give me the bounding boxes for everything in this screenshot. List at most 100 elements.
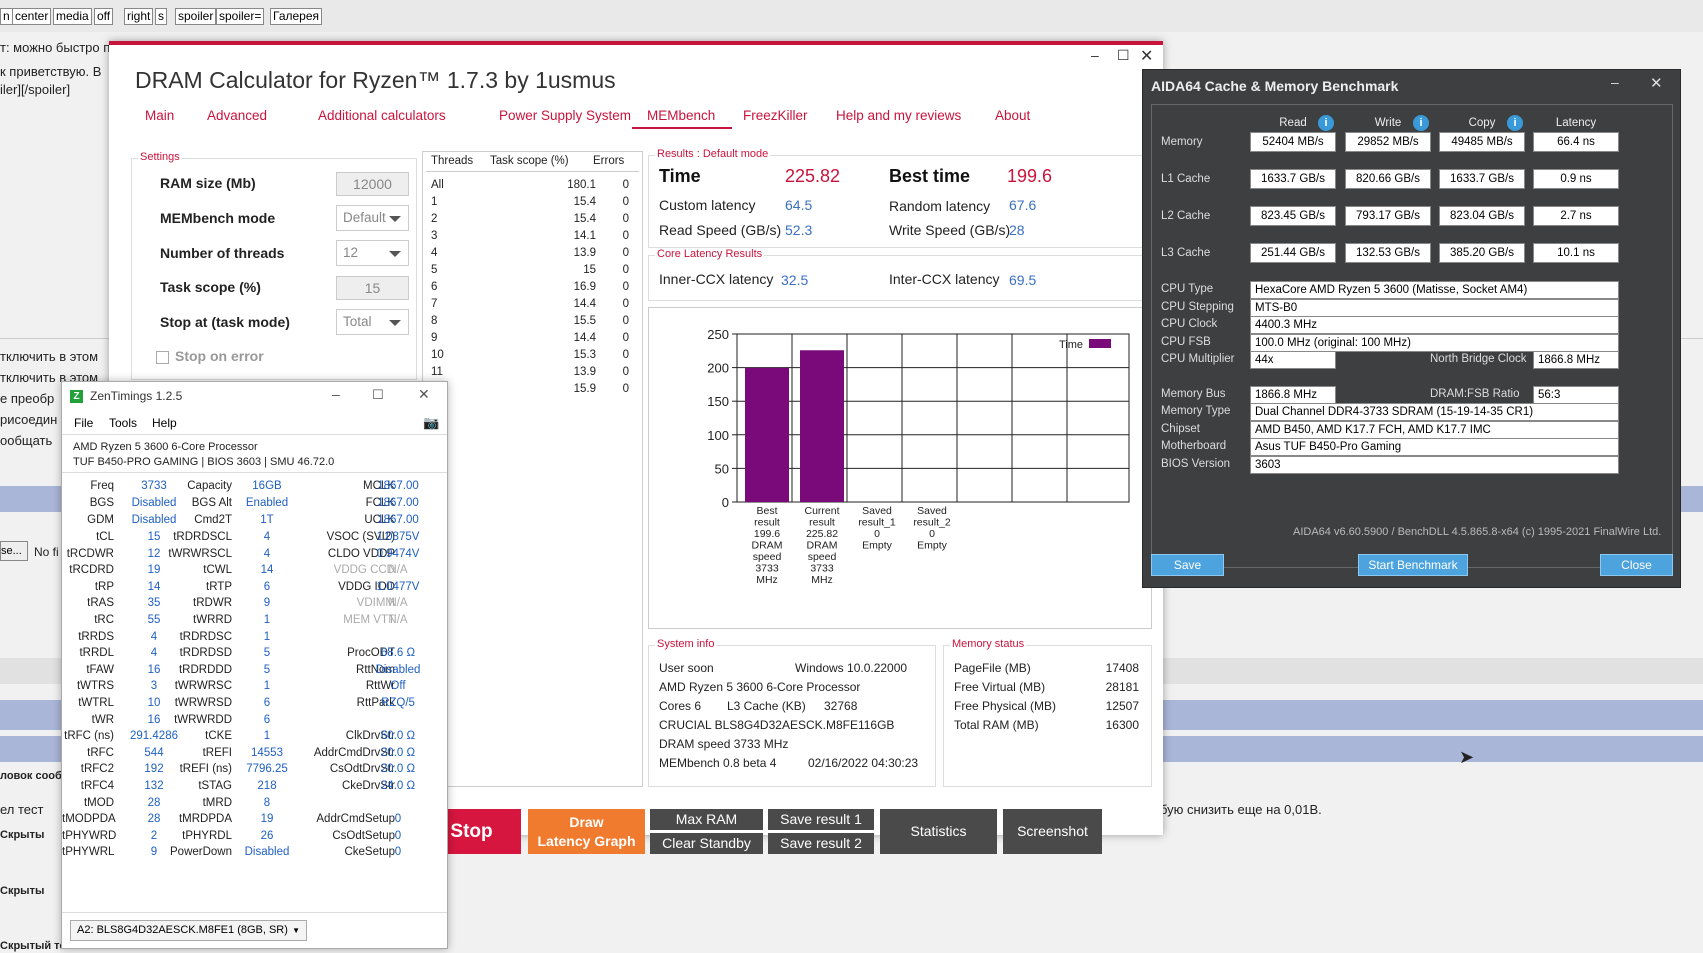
zen-label: Freq (90, 480, 114, 492)
thread-errors: 0 (622, 349, 629, 361)
task-scope-field[interactable]: 15 (336, 276, 409, 300)
forum-tag-button[interactable]: spoiler (175, 8, 217, 25)
threads-header: Threads (431, 155, 474, 167)
zen-value: 19 (260, 813, 274, 826)
close-icon[interactable]: ✕ (1650, 75, 1663, 92)
maximize-icon[interactable]: ☐ (1117, 47, 1130, 63)
x-tick-label: MHz (756, 574, 778, 586)
info-icon[interactable]: i (1318, 115, 1334, 131)
stop-at-select[interactable]: Total (336, 309, 409, 335)
zen-label: tFAW (86, 663, 114, 676)
menu-tools[interactable]: Tools (109, 416, 138, 430)
thread-task-scope: 14.4 (573, 298, 596, 310)
aida-result-box: 1633.7 GB/s (1250, 169, 1336, 189)
thread-task-scope: 15.4 (573, 196, 596, 208)
forum-tag-button[interactable]: Галерея (270, 8, 323, 25)
zen-value: 1867.00 (377, 497, 419, 509)
dimm-select[interactable]: A2: BLS8G4D32AESCK.M8FE1 (8GB, SR) ▼ (70, 920, 307, 941)
threads-select[interactable]: 12 (336, 240, 409, 266)
tab-power-supply-system[interactable]: Power Supply System (499, 108, 632, 123)
zen-value: 16 (147, 663, 161, 676)
file-none-label: No fi (34, 545, 59, 559)
menu-help[interactable]: Help (152, 416, 177, 430)
tab-freezkiller[interactable]: FreezKiller (743, 108, 808, 123)
aida-result-box: 823.04 GB/s (1439, 206, 1525, 226)
random-latency-label: Random latency (889, 198, 991, 214)
close-icon[interactable]: ✕ (1140, 48, 1154, 65)
zen-value: 6 (263, 580, 271, 593)
info-icon[interactable]: i (1507, 115, 1523, 131)
zen-label: tCWL (203, 564, 232, 577)
system-info-title: System info (655, 638, 717, 650)
screenshot-button[interactable]: Screenshot (1003, 809, 1102, 854)
ram-size-field[interactable]: 12000 (336, 172, 409, 196)
forum-tag-button[interactable]: s (155, 8, 167, 25)
best-time-value: 199.6 (1007, 166, 1053, 186)
thread-id: 5 (431, 264, 438, 276)
draw-label: Draw (569, 814, 604, 830)
info-icon[interactable]: i (1413, 115, 1429, 131)
thread-id: 8 (431, 315, 438, 327)
zen-value: 291.4286 (130, 730, 178, 743)
zen-value: N/A (388, 597, 408, 610)
aida-info-label: BIOS Version (1161, 458, 1231, 470)
file-browse-button[interactable]: se... (0, 541, 28, 561)
statistics-button[interactable]: Statistics (880, 809, 997, 854)
x-tick-label: result (754, 517, 780, 529)
x-tick-label: Current (804, 505, 839, 517)
legend-swatch (1089, 339, 1111, 348)
save-result-1-button[interactable]: Save result 1 (768, 809, 874, 830)
aida-info-label: CPU Type (1161, 283, 1214, 295)
forum-tag-button[interactable]: right (124, 8, 154, 25)
minimize-icon[interactable]: – (332, 386, 340, 402)
aida-info-value: Dual Channel DDR4-3733 SDRAM (15-19-14-3… (1250, 403, 1619, 421)
aida-column-header: Latency (1555, 117, 1597, 129)
x-tick-label: Saved (862, 505, 892, 517)
zen-value: 4 (150, 630, 158, 643)
save-result-2-button[interactable]: Save result 2 (768, 833, 874, 854)
maximize-icon[interactable]: ☐ (372, 387, 384, 402)
forum-tag-button[interactable]: n (0, 8, 13, 25)
forum-tag-button[interactable]: media (53, 8, 92, 25)
forum-tag-button[interactable]: off (94, 8, 114, 25)
x-tick-label: Saved (917, 505, 947, 517)
tab-additional-calculators[interactable]: Additional calculators (318, 108, 446, 123)
stop-on-error-checkbox[interactable] (156, 351, 169, 364)
close-button[interactable]: Close (1600, 554, 1673, 576)
tab-about[interactable]: About (995, 108, 1031, 123)
settings-group: Settings (131, 151, 417, 380)
minimize-icon[interactable]: – (1091, 47, 1099, 63)
zen-label: CkeSetup (344, 846, 395, 859)
aida-result-box: 2.7 ns (1533, 206, 1619, 226)
draw-latency-graph-button[interactable]: Draw Latency Graph (528, 809, 645, 854)
aida-result-box: 1633.7 GB/s (1439, 169, 1525, 189)
zen-label: CsOdtSetup (332, 829, 395, 842)
membench-mode-select[interactable]: Default (336, 205, 409, 231)
divider (62, 434, 447, 435)
zen-label: tMRDPDA (178, 813, 232, 826)
y-tick-label: 250 (707, 327, 729, 342)
tab-advanced[interactable]: Advanced (207, 108, 268, 123)
tab-main[interactable]: Main (145, 108, 175, 123)
l3-cache-value: 32768 (824, 699, 858, 713)
max-ram-button[interactable]: Max RAM (650, 809, 763, 830)
thread-task-scope: 15.5 (573, 315, 596, 327)
save-button[interactable]: Save (1151, 554, 1224, 576)
thread-id: 9 (431, 332, 438, 344)
start-benchmark-button[interactable]: Start Benchmark (1358, 554, 1468, 576)
tab-membench[interactable]: MEMbench (647, 108, 716, 123)
close-icon[interactable]: ✕ (418, 386, 430, 402)
clear-standby-button[interactable]: Clear Standby (650, 833, 763, 854)
menu-file[interactable]: File (74, 416, 94, 430)
forum-tag-button[interactable]: spoiler= (216, 8, 265, 25)
divider (62, 912, 447, 913)
tab-help-reviews[interactable]: Help and my reviews (836, 108, 962, 123)
minimize-icon[interactable]: – (1611, 74, 1619, 90)
forum-reply-text: бую снизить еще на 0,01В. (1160, 802, 1322, 817)
aida-info-value: 56:3 (1533, 386, 1619, 404)
camera-icon[interactable]: 📷 (423, 415, 440, 430)
thread-id: All (431, 179, 444, 191)
zen-value: 14 (260, 564, 274, 577)
chevron-down-icon (389, 320, 401, 326)
forum-tag-button[interactable]: center (12, 8, 52, 25)
